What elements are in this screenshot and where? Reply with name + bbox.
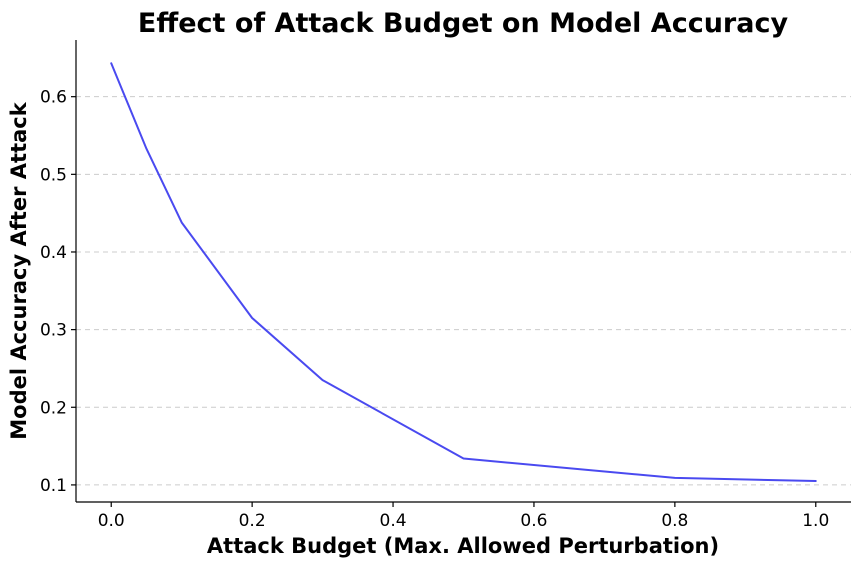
y-tick-label: 0.6 bbox=[40, 88, 67, 108]
x-tick-label: 1.0 bbox=[802, 511, 829, 531]
y-tick-label: 0.3 bbox=[40, 321, 67, 341]
x-tick-label: 0.2 bbox=[239, 511, 266, 531]
y-axis-label: Model Accuracy After Attack bbox=[7, 101, 31, 439]
y-ticks: 0.1 0.2 0.3 0.4 0.5 0.6 bbox=[40, 88, 76, 496]
x-axis-label: Attack Budget (Max. Allowed Perturbation… bbox=[207, 534, 719, 558]
chart-title: Effect of Attack Budget on Model Accurac… bbox=[138, 8, 789, 39]
x-tick-label: 0.8 bbox=[661, 511, 688, 531]
x-tick-label: 0.0 bbox=[98, 511, 125, 531]
x-tick-label: 0.4 bbox=[380, 511, 407, 531]
x-tick-label: 0.6 bbox=[520, 511, 547, 531]
grid-lines bbox=[76, 96, 851, 486]
y-tick-label: 0.5 bbox=[40, 165, 67, 185]
y-tick-label: 0.1 bbox=[40, 476, 67, 496]
y-tick-label: 0.4 bbox=[40, 243, 67, 263]
plot-series bbox=[110, 62, 817, 483]
accuracy-line bbox=[110, 62, 817, 483]
x-ticks: 0.0 0.2 0.4 0.6 0.8 1.0 bbox=[98, 502, 829, 531]
axes bbox=[75, 40, 851, 503]
y-tick-label: 0.2 bbox=[40, 398, 67, 418]
